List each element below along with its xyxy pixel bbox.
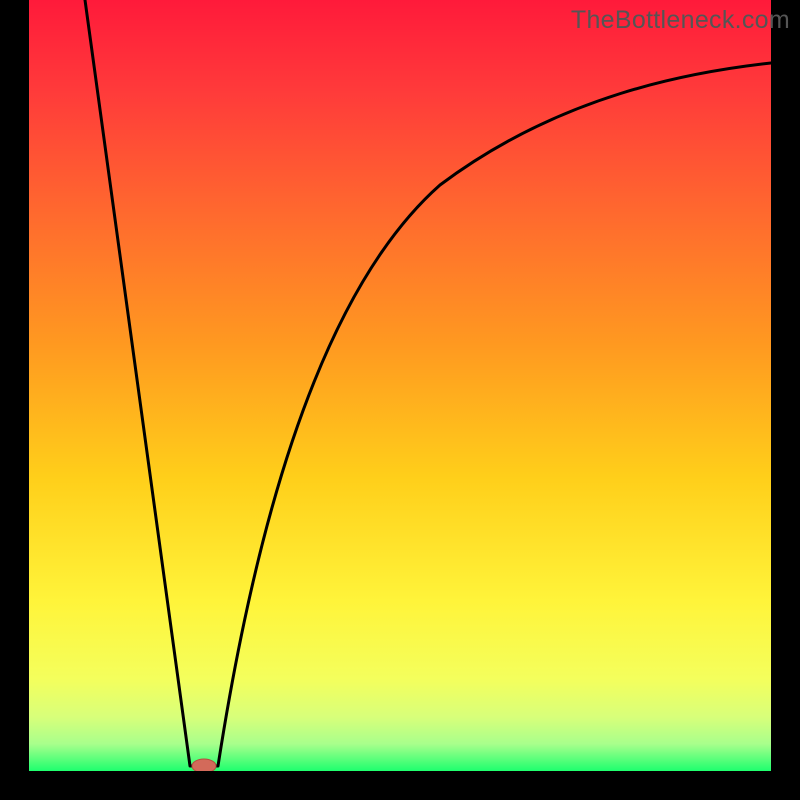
watermark-text: TheBottleneck.com: [571, 6, 790, 35]
bottleneck-chart: TheBottleneck.com: [0, 0, 800, 800]
plot-background: [29, 0, 771, 771]
chart-svg: [0, 0, 800, 800]
minimum-marker: [192, 759, 216, 773]
border-right: [771, 0, 800, 800]
border-bottom: [0, 771, 800, 800]
border-left: [0, 0, 29, 800]
